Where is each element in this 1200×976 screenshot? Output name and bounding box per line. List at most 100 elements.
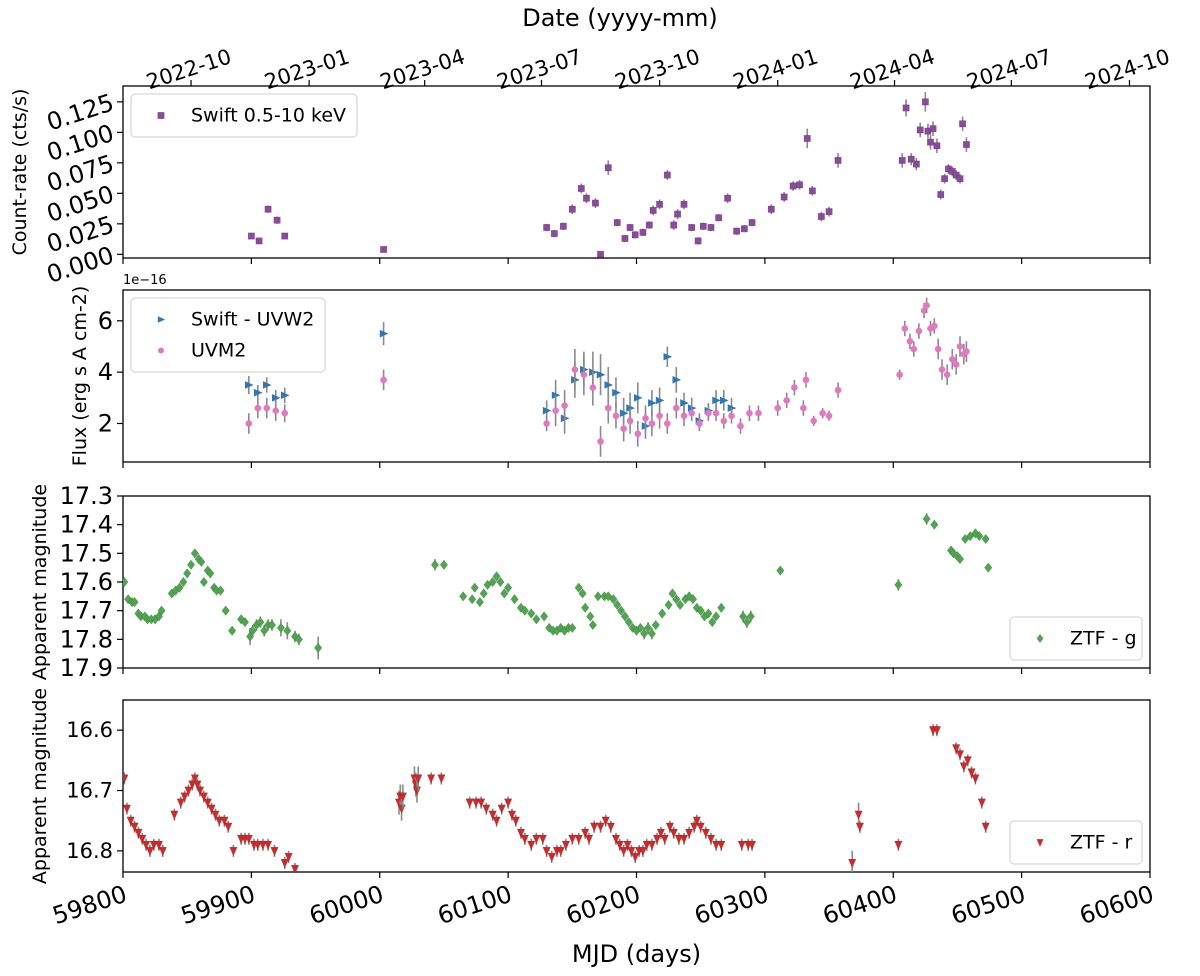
data-point xyxy=(597,250,605,258)
data-point xyxy=(601,814,610,827)
marker xyxy=(640,628,649,639)
marker xyxy=(955,553,965,565)
top-tick-label: 2024-04 xyxy=(847,44,938,94)
marker xyxy=(668,588,677,599)
data-point xyxy=(130,596,139,608)
legend-box xyxy=(130,297,326,373)
marker xyxy=(941,175,949,183)
data-point xyxy=(574,582,583,593)
marker xyxy=(783,397,790,404)
data-point xyxy=(740,225,748,233)
marker xyxy=(609,593,618,605)
marker xyxy=(471,798,481,809)
marker xyxy=(619,846,628,857)
data-point xyxy=(267,619,277,631)
marker xyxy=(207,804,216,815)
data-point xyxy=(475,596,485,608)
data-point xyxy=(658,608,667,619)
marker xyxy=(624,616,633,628)
data-point xyxy=(692,814,702,827)
data-point xyxy=(574,832,583,845)
marker xyxy=(620,611,630,622)
data-point xyxy=(520,832,529,845)
marker xyxy=(932,726,942,736)
data-point xyxy=(728,408,735,424)
marker xyxy=(680,412,688,420)
data-point xyxy=(679,832,689,845)
data-point xyxy=(660,832,669,845)
data-point xyxy=(894,579,903,591)
marker xyxy=(475,596,485,608)
marker xyxy=(496,576,505,588)
marker xyxy=(281,409,289,417)
data-point xyxy=(183,568,192,579)
marker xyxy=(688,593,698,605)
data-point xyxy=(215,814,224,827)
marker xyxy=(647,628,657,639)
data-point xyxy=(591,198,599,208)
series-ztf-g xyxy=(123,513,993,660)
data-point xyxy=(503,796,513,809)
data-point xyxy=(258,838,268,851)
marker xyxy=(956,343,964,350)
marker xyxy=(975,530,984,542)
data-point xyxy=(926,134,934,150)
data-point xyxy=(962,137,970,152)
data-point xyxy=(190,548,200,559)
marker xyxy=(679,834,689,845)
marker xyxy=(591,199,599,207)
data-point xyxy=(186,559,196,571)
marker xyxy=(955,750,965,760)
marker xyxy=(719,396,729,405)
marker xyxy=(912,160,920,168)
data-point xyxy=(684,826,694,839)
data-point xyxy=(527,608,536,619)
marker xyxy=(780,193,788,201)
marker xyxy=(789,182,797,190)
marker xyxy=(981,533,990,545)
marker xyxy=(776,565,785,576)
legend: Swift - UVW2 UVM2 xyxy=(130,297,326,373)
marker xyxy=(746,611,755,622)
data-point xyxy=(414,766,423,791)
data-point xyxy=(664,413,671,434)
y-tick-label: 16.8 xyxy=(66,839,113,863)
marker xyxy=(263,404,271,412)
marker xyxy=(380,245,388,253)
data-point xyxy=(543,415,550,432)
data-point xyxy=(715,214,723,222)
data-point xyxy=(281,232,289,240)
data-point xyxy=(943,364,951,385)
marker xyxy=(656,828,666,839)
marker xyxy=(664,420,671,427)
marker xyxy=(280,391,290,400)
data-point xyxy=(221,605,230,616)
marker xyxy=(717,602,726,614)
legend-label: UVM2 xyxy=(191,340,246,362)
marker xyxy=(621,234,629,242)
marker xyxy=(922,513,931,525)
marker xyxy=(705,409,712,417)
marker xyxy=(638,846,648,857)
marker xyxy=(707,224,715,232)
data-point xyxy=(584,832,594,845)
marker xyxy=(141,840,151,851)
marker xyxy=(248,625,257,636)
marker xyxy=(819,409,826,417)
top-tick-label: 2023-10 xyxy=(612,44,703,94)
data-point xyxy=(516,826,526,839)
data-point xyxy=(971,772,980,785)
marker xyxy=(184,786,193,796)
data-point xyxy=(652,832,662,845)
data-point xyxy=(619,844,628,857)
data-point xyxy=(488,576,497,588)
data-point xyxy=(923,297,930,314)
marker xyxy=(437,774,446,784)
data-point xyxy=(184,784,193,797)
marker xyxy=(203,798,212,809)
marker xyxy=(245,420,253,427)
marker xyxy=(938,366,946,373)
data-point xyxy=(651,619,660,631)
marker xyxy=(648,420,656,427)
data-point xyxy=(538,832,547,845)
